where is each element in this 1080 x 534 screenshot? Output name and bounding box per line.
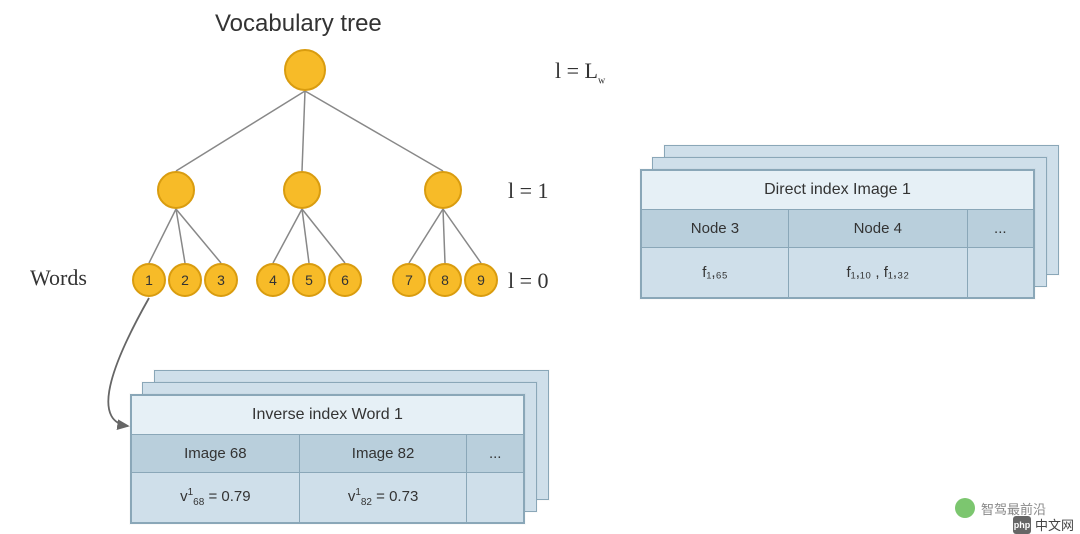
direct-index-colhdr-1: Node 4 bbox=[788, 210, 967, 248]
diagram-root: Vocabulary tree l = Lw l = 1 l = 0 Words… bbox=[0, 0, 1080, 532]
inverse-index-colhdr-2: ... bbox=[467, 435, 524, 473]
leaf-node-4: 4 bbox=[256, 263, 290, 297]
inverse-index-front: Inverse index Word 1Image 68Image 82...v… bbox=[130, 394, 525, 524]
leaf-node-3: 3 bbox=[204, 263, 238, 297]
inverse-index-cell-0: v168 = 0.79 bbox=[132, 473, 300, 523]
inverse-index-colhdr-0: Image 68 bbox=[132, 435, 300, 473]
mid-node-1 bbox=[283, 171, 321, 209]
direct-index-title: Direct index Image 1 bbox=[642, 171, 1034, 210]
inverse-index-colhdr-1: Image 82 bbox=[299, 435, 467, 473]
inverse-index-table: Inverse index Word 1Image 68Image 82...v… bbox=[131, 395, 524, 523]
leaf-node-8: 8 bbox=[428, 263, 462, 297]
site-text: 中文网 bbox=[1035, 515, 1074, 534]
direct-index-cell-0: f₁,₆₅ bbox=[642, 248, 789, 298]
site-watermark: php 中文网 bbox=[1013, 515, 1074, 534]
root-node bbox=[284, 49, 326, 91]
wechat-icon bbox=[955, 498, 975, 518]
direct-index-front: Direct index Image 1Node 3Node 4... f₁,₆₅… bbox=[640, 169, 1035, 299]
direct-index-cell-2 bbox=[967, 248, 1033, 298]
mid-node-2 bbox=[424, 171, 462, 209]
leaf-node-1: 1 bbox=[132, 263, 166, 297]
inverse-index-cell-1: v182 = 0.73 bbox=[299, 473, 467, 523]
leaf-node-6: 6 bbox=[328, 263, 362, 297]
inverse-index-stack: Inverse index Word 1Image 68Image 82...v… bbox=[130, 370, 549, 524]
mid-node-0 bbox=[157, 171, 195, 209]
direct-index-cell-1: f₁,₁₀ , f₁,₃₂ bbox=[788, 248, 967, 298]
direct-index-colhdr-0: Node 3 bbox=[642, 210, 789, 248]
inverse-index-cell-2 bbox=[467, 473, 524, 523]
leaf-node-5: 5 bbox=[292, 263, 326, 297]
inverse-index-title: Inverse index Word 1 bbox=[132, 396, 524, 435]
leaf-node-2: 2 bbox=[168, 263, 202, 297]
direct-index-colhdr-2: ... bbox=[967, 210, 1033, 248]
php-icon: php bbox=[1013, 516, 1031, 534]
direct-index-stack: Direct index Image 1Node 3Node 4... f₁,₆₅… bbox=[640, 145, 1059, 299]
direct-index-table: Direct index Image 1Node 3Node 4... f₁,₆₅… bbox=[641, 170, 1034, 298]
leaf-node-9: 9 bbox=[464, 263, 498, 297]
leaf-node-7: 7 bbox=[392, 263, 426, 297]
